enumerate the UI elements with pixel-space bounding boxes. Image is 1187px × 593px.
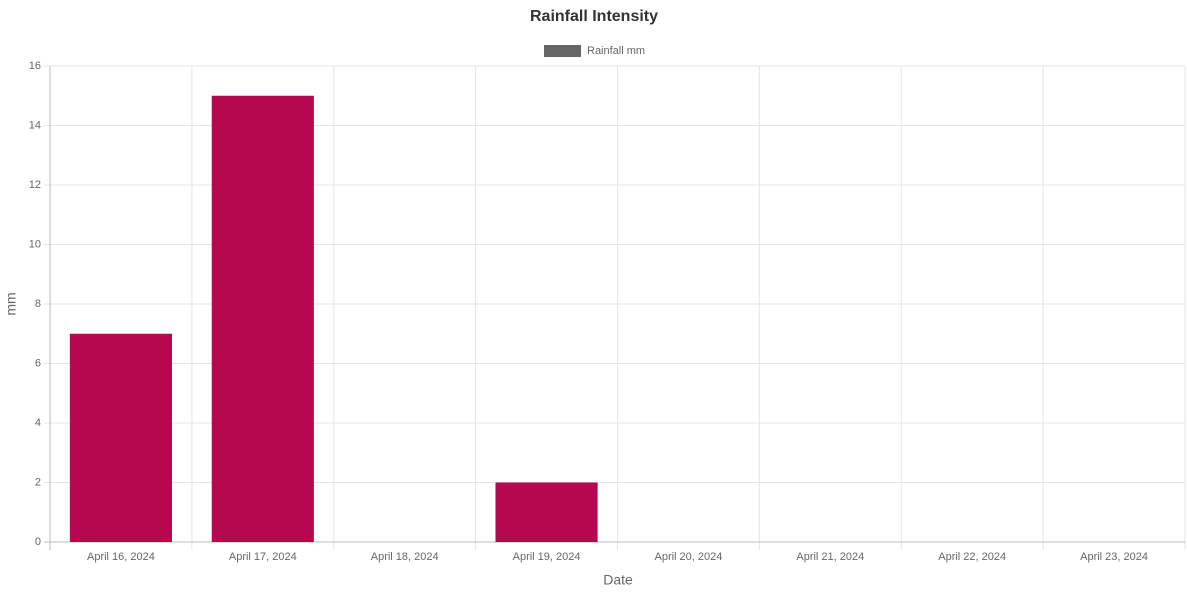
legend-label: Rainfall mm — [587, 45, 645, 57]
chart-title: Rainfall Intensity — [530, 8, 658, 25]
y-tick-label: 10 — [29, 238, 41, 250]
x-axis-title: Date — [603, 572, 633, 588]
y-tick-label: 12 — [29, 179, 41, 191]
y-tick-label: 0 — [35, 536, 41, 548]
y-tick-label: 14 — [29, 119, 41, 131]
x-tick-label: April 18, 2024 — [371, 551, 439, 563]
y-tick-label: 6 — [35, 357, 41, 369]
y-axis-title: mm — [3, 292, 19, 315]
x-tick-label: April 19, 2024 — [513, 551, 581, 563]
x-tick-label: April 23, 2024 — [1080, 551, 1148, 563]
y-tick-label: 8 — [35, 298, 41, 310]
bar — [495, 482, 598, 542]
y-tick-label: 16 — [29, 60, 41, 72]
x-tick-label: April 21, 2024 — [796, 551, 864, 563]
x-tick-label: April 17, 2024 — [229, 551, 297, 563]
y-tick-label: 2 — [35, 476, 41, 488]
bar — [69, 333, 173, 542]
legend-swatch — [544, 45, 581, 57]
x-tick-label: April 20, 2024 — [654, 551, 722, 563]
x-tick-label: April 16, 2024 — [87, 551, 155, 563]
bar — [211, 95, 314, 542]
x-tick-label: April 22, 2024 — [938, 551, 1006, 563]
y-tick-label: 4 — [35, 417, 41, 429]
